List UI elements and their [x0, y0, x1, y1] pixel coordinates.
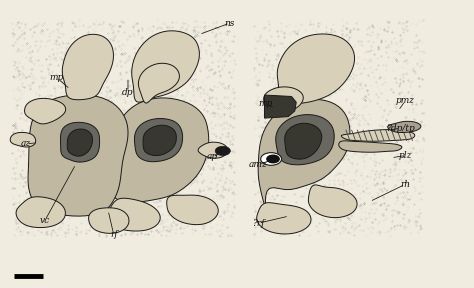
Text: ap: ap — [207, 152, 218, 162]
Text: az: az — [21, 139, 31, 149]
Circle shape — [267, 155, 279, 163]
Text: plz: plz — [399, 151, 412, 160]
Polygon shape — [339, 141, 402, 152]
Polygon shape — [341, 130, 415, 141]
Polygon shape — [257, 203, 311, 234]
Polygon shape — [285, 123, 322, 159]
Text: ?dp/tp: ?dp/tp — [386, 124, 415, 133]
Circle shape — [215, 146, 230, 156]
Text: amz: amz — [249, 160, 268, 169]
Text: ?rf: ?rf — [252, 219, 264, 228]
Polygon shape — [143, 125, 176, 156]
Polygon shape — [309, 185, 357, 218]
Polygon shape — [89, 208, 129, 233]
Text: dp: dp — [122, 88, 134, 97]
Text: mp: mp — [258, 99, 273, 108]
Polygon shape — [62, 34, 113, 100]
Text: mp: mp — [50, 73, 64, 82]
Polygon shape — [388, 121, 421, 132]
Polygon shape — [132, 31, 200, 102]
Polygon shape — [16, 197, 65, 228]
Polygon shape — [258, 99, 350, 206]
Text: rf: rf — [110, 230, 118, 239]
Polygon shape — [276, 115, 334, 165]
Polygon shape — [138, 63, 179, 103]
Polygon shape — [25, 98, 65, 124]
Polygon shape — [108, 198, 160, 231]
Text: ns: ns — [225, 18, 235, 28]
Polygon shape — [167, 195, 218, 225]
Text: vc: vc — [40, 216, 50, 225]
Polygon shape — [10, 132, 36, 147]
Polygon shape — [135, 119, 182, 162]
Polygon shape — [198, 142, 228, 158]
Polygon shape — [277, 34, 355, 104]
Polygon shape — [113, 98, 209, 202]
Polygon shape — [61, 122, 100, 162]
Polygon shape — [28, 95, 128, 216]
Polygon shape — [264, 87, 303, 112]
Circle shape — [261, 153, 282, 165]
Polygon shape — [67, 129, 92, 156]
Polygon shape — [264, 95, 296, 118]
Text: pmz: pmz — [396, 96, 415, 105]
Text: rh: rh — [400, 180, 410, 189]
